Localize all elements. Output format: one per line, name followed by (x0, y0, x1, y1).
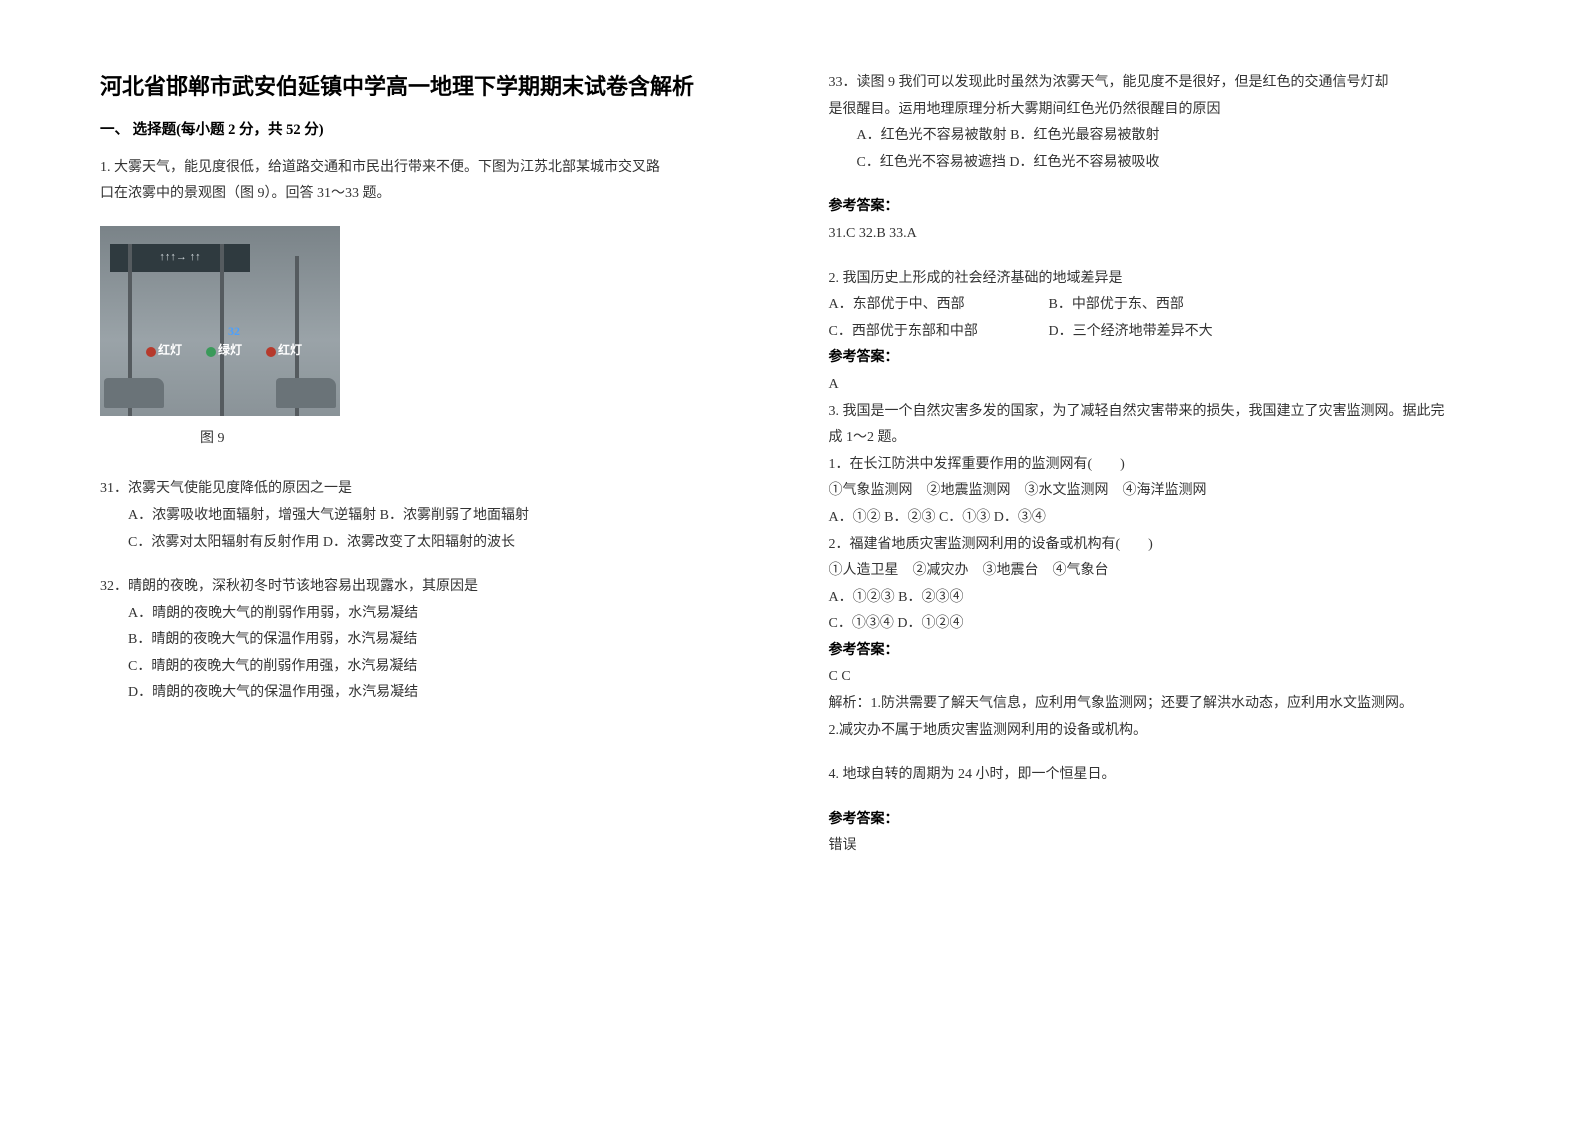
q2-opt-a: A．东部优于中、西部 (829, 292, 1049, 319)
q1-intro-line2: 口在浓雾中的景观图（图 9）。回答 31～33 题。 (100, 181, 759, 208)
q3-1-opts: A．①② B．②③ C．①③ D．③④ (829, 505, 1488, 532)
q3-explain-a: 解析：1.防洪需要了解天气信息，应利用气象监测网；还要了解洪水动态，应利用水文监… (829, 691, 1488, 718)
q2-row-cd: C．西部优于东部和中部 D．三个经济地带差异不大 (829, 319, 1488, 346)
q1-answer: 31.C 32.B 33.A (829, 221, 1488, 248)
q2-stem: 2. 我国历史上形成的社会经济基础的地域差异是 (829, 266, 1488, 293)
q4-answer-head: 参考答案： (829, 807, 1488, 834)
q33-stem-a: 33．读图 9 我们可以发现此时虽然为浓雾天气，能见度不是很好，但是红色的交通信… (829, 70, 1488, 97)
question-33: 33．读图 9 我们可以发现此时虽然为浓雾天气，能见度不是很好，但是红色的交通信… (829, 70, 1488, 176)
q3-answer: C C (829, 664, 1488, 691)
q2-opt-b: B．中部优于东、西部 (1049, 292, 1184, 319)
pole-2 (220, 244, 224, 416)
q3-2-items: ①人造卫星 ②减灾办 ③地震台 ④气象台 (829, 558, 1488, 585)
q33-opt-cd: C．红色光不容易被遮挡 D．红色光不容易被吸收 (857, 150, 1488, 177)
q3-2-opts-ab: A．①②③ B．②③④ (829, 585, 1488, 612)
figure-9: ↑↑↑→ ↑↑ 32 红灯 绿灯 红灯 (100, 226, 340, 416)
q3-explain-b: 2.减灾办不属于地质灾害监测网利用的设备或机构。 (829, 718, 1488, 745)
document-title: 河北省邯郸市武安伯延镇中学高一地理下学期期末试卷含解析 (100, 70, 759, 103)
red-dot-icon (146, 347, 156, 357)
q2-row-ab: A．东部优于中、西部 B．中部优于东、西部 (829, 292, 1488, 319)
green-label: 绿灯 (218, 343, 242, 357)
left-column: 河北省邯郸市武安伯延镇中学高一地理下学期期末试卷含解析 一、 选择题(每小题 2… (100, 70, 759, 1082)
q32-stem: 32．晴朗的夜晚，深秋初冬时节该地容易出现露水，其原因是 (100, 574, 759, 601)
q31-stem: 31．浓雾天气使能见度降低的原因之一是 (100, 476, 759, 503)
figure-caption: 图 9 (200, 426, 759, 453)
q3-2-stem: 2．福建省地质灾害监测网利用的设备或机构有( ) (829, 532, 1488, 559)
question-31: 31．浓雾天气使能见度降低的原因之一是 A．浓雾吸收地面辐射，增强大气逆辐射 B… (100, 476, 759, 556)
q1-answer-head: 参考答案： (829, 194, 1488, 221)
q3-1-items: ①气象监测网 ②地震监测网 ③水文监测网 ④海洋监测网 (829, 478, 1488, 505)
page-container: 河北省邯郸市武安伯延镇中学高一地理下学期期末试卷含解析 一、 选择题(每小题 2… (0, 0, 1587, 1122)
figure-9-wrap: ↑↑↑→ ↑↑ 32 红灯 绿灯 红灯 图 9 (100, 226, 759, 453)
question-4: 4. 地球自转的周期为 24 小时，即一个恒星日。 (829, 762, 1488, 789)
car-silhouette-2 (276, 378, 336, 408)
q33-opt-ab: A．红色光不容易被散射 B．红色光最容易被散射 (857, 123, 1488, 150)
question-2: 2. 我国历史上形成的社会经济基础的地域差异是 A．东部优于中、西部 B．中部优… (829, 266, 1488, 346)
light-green: 绿灯 (206, 339, 242, 362)
q3-answer-head: 参考答案： (829, 638, 1488, 665)
q32-opt-c: C．晴朗的夜晚大气的削弱作用强，水汽易凝结 (128, 654, 759, 681)
q1-intro-line1: 1. 大雾天气，能见度很低，给道路交通和市民出行带来不便。下图为江苏北部某城市交… (100, 155, 759, 182)
light-red-1: 红灯 (146, 339, 182, 362)
q3-2-opts-cd: C．①③④ D．①②④ (829, 611, 1488, 638)
q3-1-stem: 1．在长江防洪中发挥重要作用的监测网有( ) (829, 452, 1488, 479)
q32-opt-d: D．晴朗的夜晚大气的保温作用强，水汽易凝结 (128, 680, 759, 707)
q4-answer: 错误 (829, 833, 1488, 860)
green-dot-icon (206, 347, 216, 357)
question-3: 3. 我国是一个自然灾害多发的国家，为了减轻自然灾害带来的损失，我国建立了灾害监… (829, 399, 1488, 638)
question-32: 32．晴朗的夜晚，深秋初冬时节该地容易出现露水，其原因是 A．晴朗的夜晚大气的削… (100, 574, 759, 707)
q2-opt-d: D．三个经济地带差异不大 (1049, 319, 1213, 346)
q4-stem: 4. 地球自转的周期为 24 小时，即一个恒星日。 (829, 762, 1488, 789)
red-label-2: 红灯 (278, 343, 302, 357)
car-silhouette-1 (104, 378, 164, 408)
q2-answer-head: 参考答案： (829, 345, 1488, 372)
light-red-2: 红灯 (266, 339, 302, 362)
q3-intro-a: 3. 我国是一个自然灾害多发的国家，为了减轻自然灾害带来的损失，我国建立了灾害监… (829, 399, 1488, 426)
q33-stem-b: 是很醒目。运用地理原理分析大雾期间红色光仍然很醒目的原因 (829, 97, 1488, 124)
q3-intro-b: 成 1～2 题。 (829, 425, 1488, 452)
q31-opt-cd: C．浓雾对太阳辐射有反射作用 D．浓雾改变了太阳辐射的波长 (128, 530, 759, 557)
right-column: 33．读图 9 我们可以发现此时虽然为浓雾天气，能见度不是很好，但是红色的交通信… (829, 70, 1488, 1082)
q32-opt-a: A．晴朗的夜晚大气的削弱作用弱，水汽易凝结 (128, 601, 759, 628)
section-heading: 一、 选择题(每小题 2 分，共 52 分) (100, 117, 759, 145)
q31-opt-ab: A．浓雾吸收地面辐射，增强大气逆辐射 B．浓雾削弱了地面辐射 (128, 503, 759, 530)
q2-opt-c: C．西部优于东部和中部 (829, 319, 1049, 346)
red-dot-icon-2 (266, 347, 276, 357)
traffic-lights-row: 红灯 绿灯 红灯 (146, 338, 316, 364)
red-label-1: 红灯 (158, 343, 182, 357)
question-1-intro: 1. 大雾天气，能见度很低，给道路交通和市民出行带来不便。下图为江苏北部某城市交… (100, 155, 759, 208)
q2-answer: A (829, 372, 1488, 399)
q32-opt-b: B．晴朗的夜晚大气的保温作用弱，水汽易凝结 (128, 627, 759, 654)
